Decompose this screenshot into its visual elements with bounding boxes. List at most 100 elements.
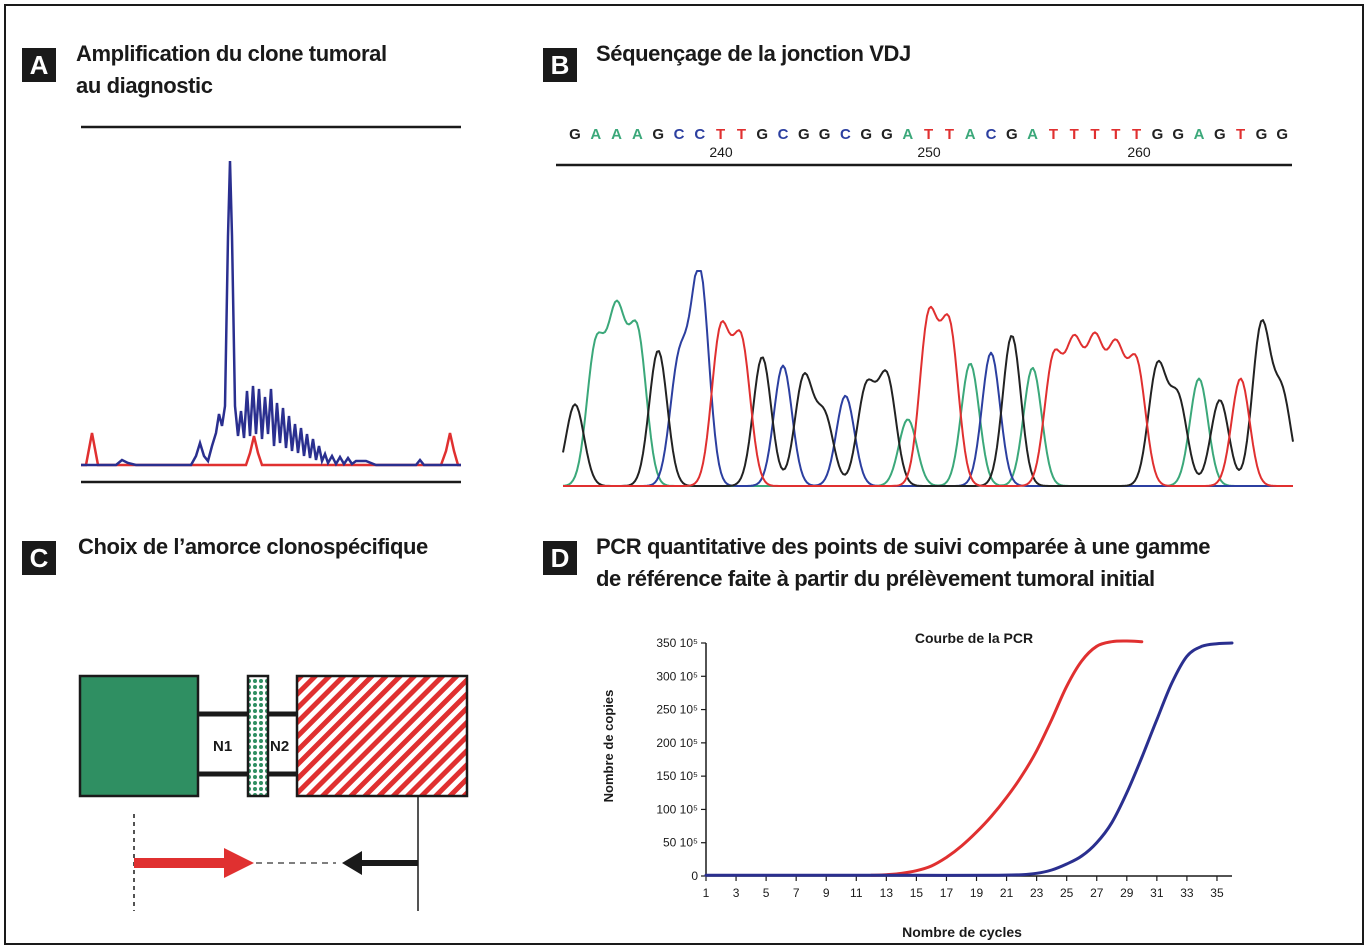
panel-b-title: Séquençage de la jonction VDJ: [596, 38, 911, 70]
clonality-electropherogram: [81, 125, 461, 484]
base-letter: G: [1256, 126, 1268, 143]
base-letter: A: [965, 126, 976, 143]
x-tick-label: 31: [1150, 886, 1164, 900]
series-line-1: [869, 639, 1144, 877]
base-letter: A: [632, 126, 643, 143]
n2-label: N2: [270, 738, 290, 755]
base-letter: T: [945, 126, 954, 143]
panel-d-title-line-2: de référence faite à partir du prélèveme…: [596, 566, 1155, 591]
x-tick-label: 15: [910, 886, 924, 900]
panel-a-title-line-1: Amplification du clone tumoral: [76, 41, 387, 66]
x-tick-label: 5: [763, 886, 770, 900]
base-letter: G: [819, 126, 831, 143]
x-axis-label: Nombre de cycles: [902, 924, 1022, 940]
chart-axes: 350 10⁵ 300 10⁵ 250 10⁵ 200 10⁵ 1 50 10⁵ 100 1…: [656, 636, 1232, 900]
base-letter: G: [1152, 126, 1164, 143]
vdj-junction-diagram: [78, 674, 469, 911]
base-letter: A: [902, 126, 913, 143]
y-tick-label: 200 10⁵: [656, 736, 698, 750]
base-letter: T: [924, 126, 933, 143]
base-letter: G: [1172, 126, 1184, 143]
base-letter: T: [1090, 126, 1099, 143]
base-letter: T: [1236, 126, 1245, 143]
base-letter: T: [1070, 126, 1079, 143]
panel-d-badge: D: [543, 541, 577, 575]
y-tick-label: 0: [691, 869, 698, 883]
base-letter: G: [756, 126, 768, 143]
x-tick-label: 27: [1090, 886, 1104, 900]
x-tick-label: 11: [850, 886, 863, 900]
panel-c-title-line-1: Choix de l’amorce clonospécifique: [78, 534, 428, 559]
forward-primer-arrow-shaft: [134, 858, 226, 868]
chromatogram-traces: [562, 270, 1294, 487]
base-letter: C: [694, 126, 705, 143]
x-tick-label: 19: [970, 886, 984, 900]
x-tick-label: 7: [793, 886, 800, 900]
y-tick-label: 300 10⁵: [656, 669, 698, 683]
base-letter: T: [1132, 126, 1141, 143]
chart-title: Courbe de la PCR: [915, 630, 1033, 646]
panel-a-badge: A: [22, 48, 56, 82]
y-tick-label: 50 10⁵: [663, 836, 698, 850]
panel-a-title: Amplification du clone tumoral au diagno…: [76, 38, 387, 102]
panel-b-badge: B: [543, 48, 577, 82]
y-tick-label: 250 10⁵: [656, 703, 698, 717]
qpcr-chart: Courbe de la PCR Nombre de copies Nombre…: [601, 630, 1234, 940]
j-segment-block: [295, 674, 469, 798]
base-letter: G: [1276, 126, 1288, 143]
position-label-260: 260: [1127, 144, 1151, 160]
x-tick-label: 3: [733, 886, 740, 900]
series-line-2: [704, 641, 1234, 877]
base-letter: C: [986, 126, 997, 143]
x-tick-label: 9: [823, 886, 830, 900]
base-letter: G: [860, 126, 872, 143]
panel-d-title-line-1: PCR quantitative des points de suivi com…: [596, 534, 1211, 559]
x-tick-label: 13: [880, 886, 894, 900]
base-letter: T: [1049, 126, 1058, 143]
base-letter: T: [737, 126, 746, 143]
position-label-240: 240: [709, 144, 733, 160]
base-letter: A: [1194, 126, 1205, 143]
base-letter: G: [652, 126, 664, 143]
g-trace: [562, 319, 1294, 487]
d-segment-block: [246, 674, 270, 798]
base-letter: G: [881, 126, 893, 143]
base-letter: C: [674, 126, 685, 143]
x-tick-label: 21: [1000, 886, 1014, 900]
base-letter: G: [1214, 126, 1226, 143]
base-letter: G: [1006, 126, 1018, 143]
blue-clone-trace: [81, 160, 461, 467]
x-tick-label: 1: [703, 886, 710, 900]
x-tick-label: 29: [1120, 886, 1134, 900]
base-letter: G: [569, 126, 581, 143]
base-letter: A: [590, 126, 601, 143]
v-segment-block: [78, 674, 200, 798]
reverse-primer-arrow-shaft: [358, 860, 418, 866]
base-letter: A: [1027, 126, 1038, 143]
panel-c-badge: C: [22, 541, 56, 575]
position-label-250: 250: [917, 144, 941, 160]
t-trace: [563, 305, 1293, 487]
x-tick-label: 17: [940, 886, 954, 900]
base-letter: T: [716, 126, 725, 143]
x-tick-label: 25: [1060, 886, 1074, 900]
x-tick-label: 33: [1180, 886, 1194, 900]
panel-d-title: PCR quantitative des points de suivi com…: [596, 531, 1211, 595]
base-letter: C: [778, 126, 789, 143]
chart-series: [704, 639, 1234, 877]
y-tick-label: 100 10⁵: [656, 802, 698, 816]
base-letter: T: [1111, 126, 1120, 143]
y-tick-label: 350 10⁵: [656, 636, 698, 650]
base-letter: C: [840, 126, 851, 143]
forward-primer-arrow-head: [224, 848, 254, 878]
x-tick-label: 23: [1030, 886, 1044, 900]
panel-a-title-line-2: au diagnostic: [76, 73, 213, 98]
base-letter: G: [798, 126, 810, 143]
reverse-primer-arrow-head: [342, 851, 362, 875]
panel-b-title-line-1: Séquençage de la jonction VDJ: [596, 41, 911, 66]
n1-label: N1: [213, 738, 233, 755]
base-letter: A: [611, 126, 622, 143]
y-axis-label: Nombre de copies: [601, 690, 616, 803]
